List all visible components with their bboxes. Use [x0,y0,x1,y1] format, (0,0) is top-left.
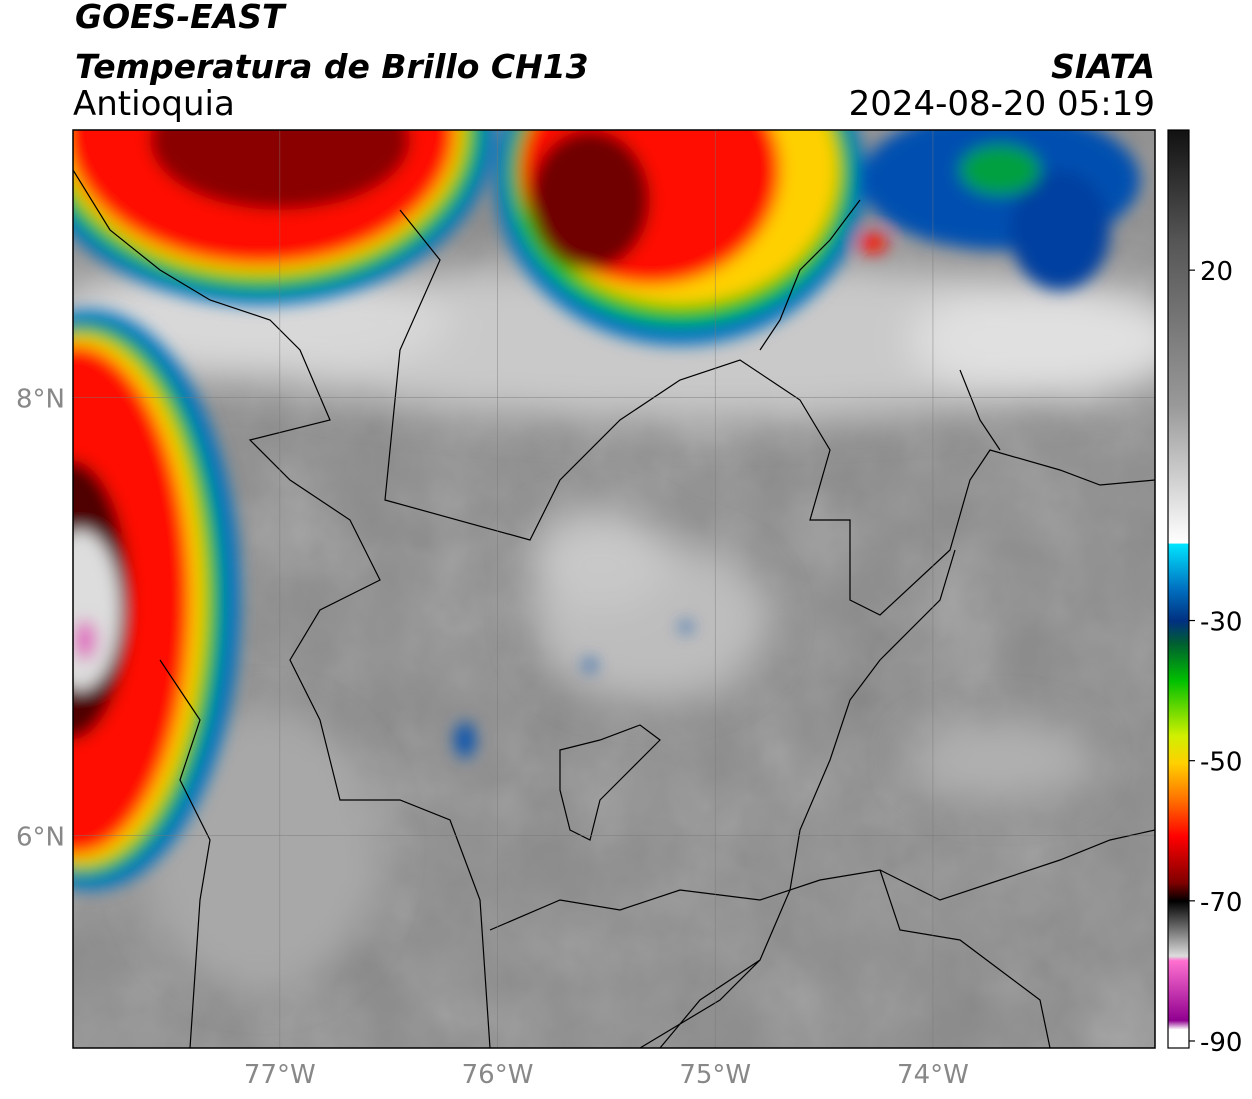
colorbar [1167,129,1190,1049]
satellite: GOES-EAST [75,0,287,36]
colorbar-tick-label: -30 [1200,608,1242,638]
colorbar-tick-label: -70 [1200,888,1242,918]
colorbar-tick-label: -90 [1200,1028,1242,1058]
product: Temperatura de Brillo CH13 [75,47,589,86]
colorbar-tick-label: -50 [1200,748,1242,778]
agency: SIATA [1051,47,1155,86]
map-frame [72,129,1156,1049]
colorbar-tick-label: 20 [1200,257,1233,287]
y-tick-label: 6°N [16,822,65,852]
satellite-image [73,130,1155,1048]
x-tick-label: 75°W [679,1060,751,1090]
region: Antioquia [73,84,235,124]
x-tick-label: 77°W [244,1060,316,1090]
y-tick-label: 8°N [16,384,65,414]
x-tick-label: 74°W [897,1060,969,1090]
x-tick-label: 76°W [462,1060,534,1090]
datetime: 2024-08-20 05:19 [849,84,1155,124]
